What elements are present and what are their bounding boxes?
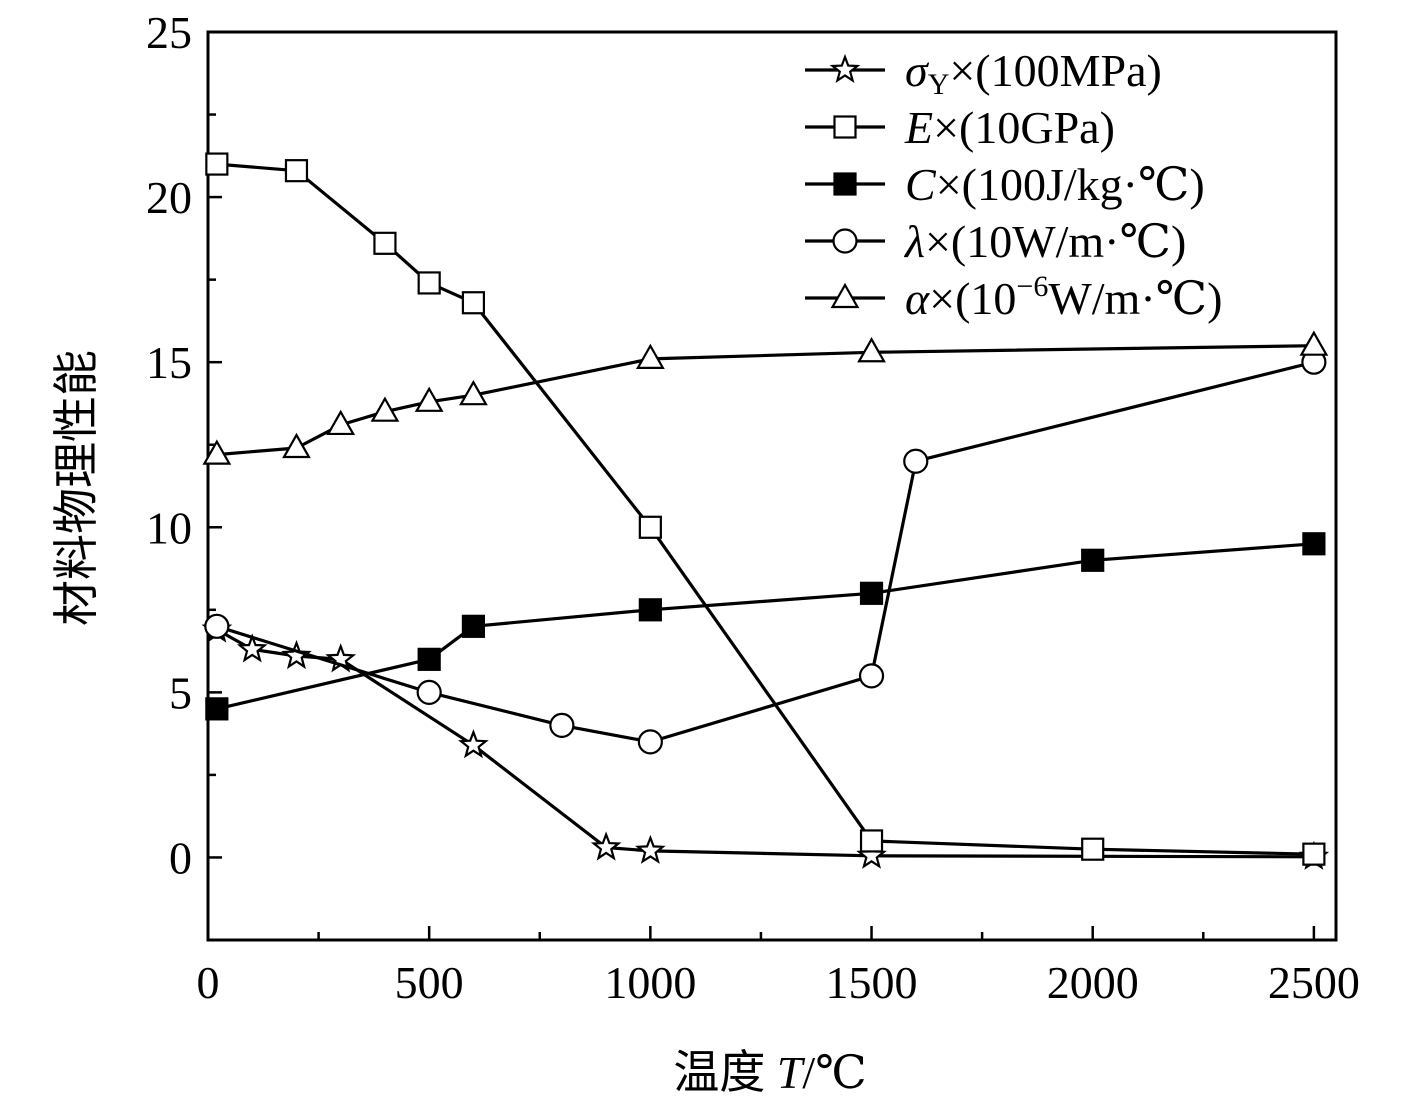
plot-frame — [206, 30, 1338, 942]
data-point-marker — [903, 448, 929, 474]
legend-symbol: C — [905, 159, 937, 210]
data-point-marker — [1081, 548, 1105, 572]
data-point-marker — [205, 697, 229, 721]
legend-superscript: −6 — [1016, 270, 1048, 303]
data-point-marker — [859, 829, 884, 853]
data-point-marker — [637, 729, 663, 755]
data-point-marker — [236, 633, 268, 663]
data-point-marker — [326, 409, 356, 436]
series-0 — [201, 613, 1330, 870]
data-point-marker — [417, 271, 441, 295]
legend-item-1: E×(10GPa) — [805, 102, 1115, 153]
data-point-marker — [414, 386, 444, 412]
x-tick-label: 1500 — [826, 957, 918, 1008]
y-tick-label: 5 — [169, 667, 192, 718]
data-point-marker — [1299, 330, 1329, 356]
legend: σY×(100MPa)E×(10GPa)C×(100J/kg·℃)λ×(10W/… — [805, 45, 1222, 324]
legend-unit: ×(100MPa) — [949, 45, 1161, 96]
data-point-marker — [549, 712, 575, 738]
data-point-marker — [416, 679, 442, 705]
series-line — [216, 628, 1314, 859]
data-point-marker — [281, 639, 312, 670]
y-axis-title: 材料物理性能 — [51, 350, 102, 626]
x-tick-label: 2500 — [1268, 957, 1360, 1008]
legend-item-4: α×(10−6W/m·℃) — [805, 270, 1222, 324]
data-point-marker — [202, 439, 232, 465]
ticks: 0 500 1000 1500 2000 2500 0 5 10 15 20 25 — [146, 7, 1360, 1008]
legend-symbol: α — [905, 273, 930, 324]
legend-symbol: λ — [903, 216, 925, 267]
series-4 — [202, 330, 1329, 465]
data-point-marker — [859, 581, 884, 605]
legend-symbol: E — [904, 102, 933, 153]
data-point-marker — [635, 834, 666, 864]
x-tick-label: 1000 — [604, 957, 696, 1008]
data-point-marker — [1081, 837, 1105, 861]
data-point-marker — [417, 647, 441, 671]
data-point-marker — [458, 729, 489, 759]
legend-marker — [833, 172, 857, 196]
series-line — [216, 162, 1314, 856]
data-point-marker — [205, 152, 229, 176]
legend-label: C×(100J/kg·℃) — [905, 159, 1205, 210]
series-2 — [205, 532, 1326, 721]
x-axis-title-var: T — [777, 1047, 806, 1098]
legend-item-0: σY×(100MPa) — [805, 45, 1162, 101]
legend-label: α×(10−6W/m·℃) — [905, 270, 1222, 324]
legend-subscript: Y — [928, 68, 950, 101]
data-point-marker — [282, 432, 311, 459]
data-point-marker — [858, 663, 885, 689]
data-point-marker — [590, 831, 622, 861]
data-point-marker — [459, 379, 488, 406]
series-layer — [201, 152, 1330, 870]
data-point-marker — [284, 159, 309, 183]
x-axis-title: 温度 T/℃ — [673, 1047, 866, 1098]
y-tick-label: 25 — [146, 7, 192, 58]
x-axis-title-prefix: 温度 — [673, 1047, 777, 1098]
x-tick-label: 0 — [197, 957, 220, 1008]
legend-marker — [833, 115, 857, 139]
legend-unit: ×(10W/m·℃) — [925, 216, 1186, 267]
x-axis-title-unit: /℃ — [802, 1047, 866, 1098]
y-tick-label: 0 — [169, 832, 192, 883]
y-tick-label: 10 — [146, 502, 192, 553]
legend-unit: ×(10 — [929, 273, 1016, 324]
legend-marker — [832, 228, 858, 254]
y-tick-label: 15 — [146, 337, 192, 388]
y-tick-label: 20 — [146, 172, 192, 223]
data-point-marker — [204, 613, 230, 639]
legend-label: σY×(100MPa) — [905, 45, 1162, 101]
legend-item-2: C×(100J/kg·℃) — [805, 159, 1205, 210]
data-point-marker — [461, 614, 486, 638]
legend-unit: ×(10GPa) — [933, 102, 1115, 153]
legend-unit: W/m·℃) — [1048, 273, 1222, 324]
data-point-marker — [370, 396, 400, 422]
series-line — [216, 344, 1314, 457]
legend-label: λ×(10W/m·℃) — [903, 216, 1186, 267]
x-tick-label: 2000 — [1047, 957, 1139, 1008]
legend-item-3: λ×(10W/m·℃) — [805, 216, 1186, 267]
legend-symbol: σ — [905, 45, 930, 96]
data-point-marker — [461, 291, 486, 315]
data-point-marker — [1302, 842, 1326, 866]
data-point-marker — [635, 343, 665, 369]
legend-marker — [829, 53, 861, 84]
data-point-marker — [638, 515, 662, 539]
legend-label: E×(10GPa) — [904, 102, 1115, 153]
data-point-marker — [373, 231, 397, 255]
data-point-marker — [1302, 532, 1326, 556]
x-tick-label: 500 — [395, 957, 464, 1008]
data-point-marker — [638, 598, 662, 622]
legend-unit: ×(100J/kg·℃) — [936, 159, 1205, 210]
data-point-marker — [857, 337, 886, 363]
legend-marker — [830, 282, 860, 309]
series-1 — [205, 152, 1326, 866]
